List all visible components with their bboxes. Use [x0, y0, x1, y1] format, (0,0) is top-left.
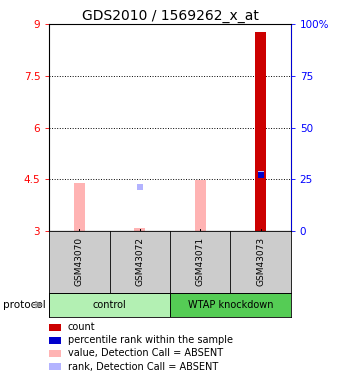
Text: GSM43071: GSM43071 — [196, 237, 205, 286]
Point — [258, 171, 263, 177]
Bar — [195, 180, 206, 231]
Text: control: control — [93, 300, 126, 310]
Text: percentile rank within the sample: percentile rank within the sample — [68, 335, 233, 345]
Point — [258, 172, 263, 178]
Title: GDS2010 / 1569262_x_at: GDS2010 / 1569262_x_at — [82, 9, 258, 23]
Bar — [170, 292, 291, 317]
Text: protocol: protocol — [3, 300, 46, 310]
Text: count: count — [68, 322, 96, 332]
Bar — [255, 32, 266, 231]
Bar — [74, 183, 85, 231]
Text: GSM43073: GSM43073 — [256, 237, 265, 286]
Point — [137, 184, 142, 190]
Text: WTAP knockdown: WTAP knockdown — [188, 300, 273, 310]
Bar — [134, 228, 145, 231]
Text: rank, Detection Call = ABSENT: rank, Detection Call = ABSENT — [68, 362, 218, 372]
Text: GSM43072: GSM43072 — [135, 237, 144, 286]
Text: value, Detection Call = ABSENT: value, Detection Call = ABSENT — [68, 348, 223, 358]
Text: GSM43070: GSM43070 — [75, 237, 84, 286]
Bar — [49, 292, 170, 317]
